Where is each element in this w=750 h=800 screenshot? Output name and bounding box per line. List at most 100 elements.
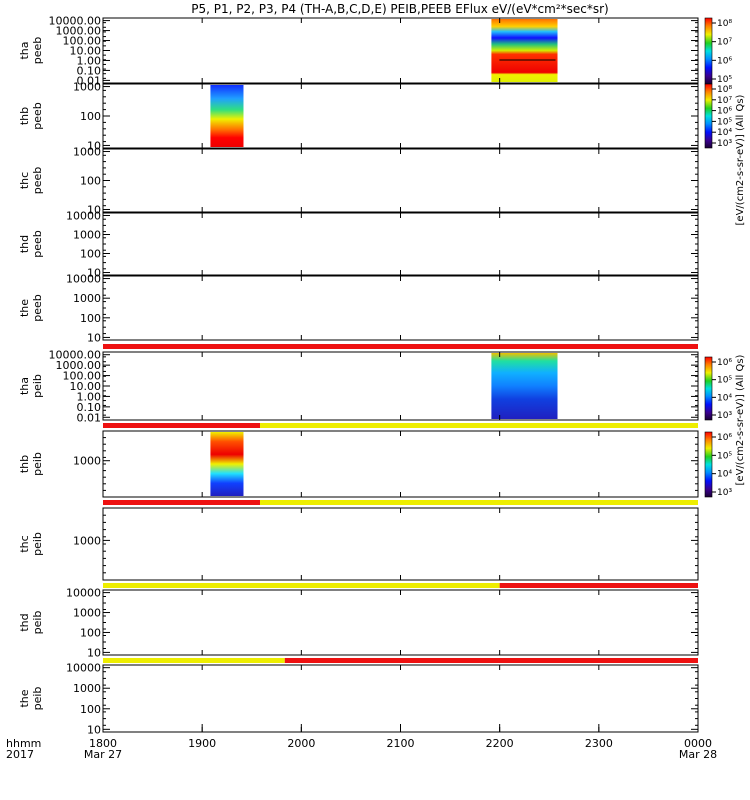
spectrogram-block: [210, 85, 244, 147]
y-tick-label: 10000: [66, 273, 101, 286]
y-tick-label: 100.00: [63, 370, 102, 383]
panel-probe-label: thc: [18, 172, 31, 189]
colorbar-tick-label: 10⁵: [717, 451, 732, 461]
panel-probe-label: thb: [18, 455, 31, 473]
mode-bar: [103, 423, 698, 428]
y-tick-label: 100: [80, 703, 101, 716]
panel-frame: [102, 589, 699, 656]
mode-bar-segment: [103, 583, 500, 588]
mode-bar-segment: [260, 500, 698, 505]
mode-bar-segment: [103, 344, 698, 349]
y-tick-label: 10000: [66, 587, 101, 600]
panel-thb-peib: 1000 thb peib: [18, 430, 699, 498]
colorbar-tick-label: 10⁵: [717, 75, 732, 85]
y-tick-label: 100: [80, 626, 101, 639]
colorbar-tick-label: 10⁶: [717, 107, 732, 117]
colorbar-tick-label: 10⁵: [717, 376, 732, 386]
x-tick-label: 2200: [486, 737, 514, 750]
colorbar-tick-label: 10³: [717, 139, 732, 149]
y-tick-label: 10000.00: [49, 349, 102, 362]
panel-probe-label: tha: [18, 377, 31, 395]
y-tick-label: 1000.00: [56, 359, 102, 372]
y-tick-label: 10000: [66, 662, 101, 675]
colorbar-tick-label: 10⁶: [717, 56, 732, 66]
mode-bar: [103, 583, 698, 588]
y-tick-label: 1.00: [77, 390, 102, 403]
x-tick-label: 1900: [188, 737, 216, 750]
panel-instrument-label: peeb: [31, 102, 44, 130]
colorbar-tick-label: 10⁶: [717, 433, 732, 443]
panel-probe-label: thc: [18, 535, 31, 552]
panel-frame: [102, 17, 699, 84]
y-tick-label: 10.00: [70, 380, 102, 393]
mode-bar: [103, 344, 698, 349]
panel-thc-peeb: 1000 100 10 thc peeb: [18, 146, 699, 216]
mode-bar-segment: [103, 423, 261, 428]
panel-frame: [102, 275, 699, 341]
panel-instrument-label: peeb: [31, 37, 44, 65]
panel-thb-peeb: 1000 100 10 thb peeb: [18, 81, 699, 152]
colorbar-peib-2: 10⁶ 10⁵ 10⁴ 10³: [704, 431, 732, 498]
mode-bar-segment: [499, 583, 698, 588]
colorbar-tick-label: 10³: [717, 411, 732, 421]
panel-frame: [102, 664, 699, 733]
panel-instrument-label: peib: [31, 611, 44, 635]
mode-bar-segment: [103, 500, 261, 505]
colorbar-peib: 10⁶ 10⁵ 10⁴ 10³: [704, 356, 732, 421]
colorbar-tick-label: 10⁸: [717, 85, 732, 95]
panel-probe-label: thd: [18, 235, 31, 253]
colorbar-tick-label: 10⁵: [717, 117, 732, 127]
x-tick-label: 2300: [585, 737, 613, 750]
y-tick-label: 1000: [73, 455, 101, 468]
y-tick-label: 10000.00: [49, 15, 102, 28]
panel-instrument-label: peib: [31, 374, 44, 398]
colorbar-tick-label: 10⁷: [717, 96, 732, 106]
y-tick-label: 0.01: [77, 411, 102, 424]
x-tick-label: 2100: [387, 737, 415, 750]
mode-bar: [103, 500, 698, 505]
y-tick-label: 1000: [73, 81, 101, 94]
panel-probe-label: thd: [18, 613, 31, 631]
spectrogram-block: [491, 19, 558, 82]
y-tick-label: 0.10: [77, 64, 102, 77]
panel-probe-label: the: [18, 689, 31, 707]
panel-instrument-label: peib: [31, 532, 44, 556]
panel-instrument-label: peeb: [31, 294, 44, 322]
mode-bar: [103, 658, 698, 663]
y-tick-label: 1000: [73, 534, 101, 547]
panel-frame: [102, 148, 699, 213]
end-date-label: Mar 28: [679, 748, 717, 761]
y-tick-label: 10: [87, 267, 101, 280]
x-row-label: hhmm: [6, 737, 41, 750]
y-tick-label: 0.01: [77, 74, 102, 87]
panel-probe-label: tha: [18, 41, 31, 59]
panel-thd-peib: 10000 1000 100 10 thd peib: [18, 587, 699, 659]
y-tick-label: 1000: [73, 682, 101, 695]
y-tick-label: 1000.00: [56, 25, 102, 38]
y-tick-label: 100: [80, 110, 101, 123]
y-tick-label: 0.10: [77, 401, 102, 414]
panel-instrument-label: peib: [31, 452, 44, 476]
colorbar-tick-label: 10⁷: [717, 38, 732, 48]
y-tick-label: 10.00: [70, 45, 102, 58]
y-tick-label: 1.00: [77, 54, 102, 67]
panel-frame: [102, 430, 699, 498]
panel-instrument-label: peib: [31, 687, 44, 711]
panel-thd-peeb: 10000 1000 100 10 thd peeb: [18, 209, 699, 280]
y-tick-label: 1000: [73, 228, 101, 241]
panel-frame: [102, 83, 699, 149]
x-tick-label: 1800: [89, 737, 117, 750]
panel-frame: [102, 351, 699, 421]
y-tick-label: 10: [87, 723, 101, 736]
panel-probe-label: thb: [18, 107, 31, 125]
colorbar-peeb: 10⁸ 10⁷ 10⁶ 10⁵: [704, 17, 732, 85]
mode-bar-segment: [284, 658, 698, 663]
figure-title: P5, P1, P2, P3, P4 (TH-A,B,C,D,E) PEIB,P…: [191, 2, 608, 16]
spectrogram-block: [210, 432, 244, 496]
mode-bar-segment: [260, 423, 698, 428]
colorbar-strip: [704, 17, 713, 85]
